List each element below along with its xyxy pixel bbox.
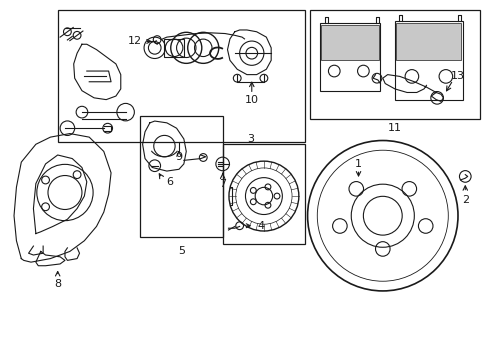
Bar (164, 39, 183, 57)
Text: 3: 3 (247, 134, 254, 144)
Text: 9: 9 (175, 152, 182, 162)
Bar (394, 21, 462, 100)
Text: 12: 12 (128, 36, 142, 46)
Bar (321, 24, 378, 60)
Text: 1: 1 (354, 159, 361, 169)
Bar (140, 116, 222, 237)
Bar (58, 10, 305, 143)
Bar (396, 23, 461, 60)
Text: 13: 13 (450, 71, 464, 81)
Text: 10: 10 (244, 95, 258, 105)
Bar (319, 23, 380, 91)
Text: 8: 8 (54, 279, 61, 289)
Bar (222, 144, 305, 244)
Text: 6: 6 (165, 177, 172, 187)
Bar (309, 10, 479, 119)
Text: 7: 7 (219, 179, 226, 189)
Text: 11: 11 (387, 123, 401, 133)
Text: 4: 4 (257, 221, 264, 231)
Text: 5: 5 (178, 247, 184, 256)
Text: 2: 2 (461, 195, 468, 204)
